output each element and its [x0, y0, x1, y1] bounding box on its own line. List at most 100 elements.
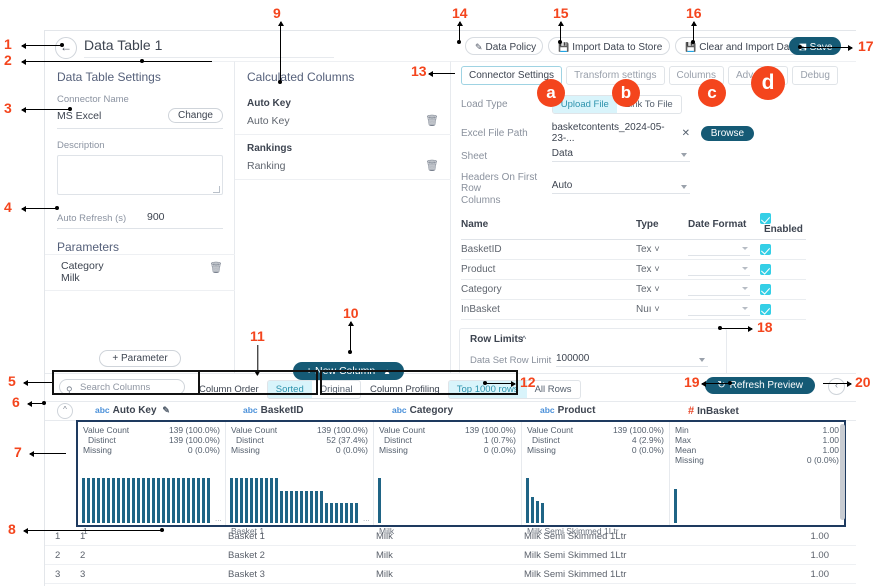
annotation-arrow-20	[823, 379, 852, 388]
back-button[interactable]: ←	[55, 37, 77, 59]
column-date-format[interactable]	[688, 279, 760, 301]
chevron-left-icon[interactable]: ‹	[828, 378, 845, 395]
annotation-dot	[728, 381, 732, 385]
table-row[interactable]: InBasket Nuı ˅	[461, 299, 806, 321]
annotation-16: 16	[686, 5, 702, 21]
stat-value: 0 (0.0%)	[335, 445, 368, 455]
enabled-checkbox[interactable]	[760, 264, 771, 276]
stat-value: 0 (0.0%)	[187, 445, 220, 455]
browse-button[interactable]: Browse	[700, 125, 755, 141]
calc-item-ranking[interactable]: Ranking 🗑	[235, 157, 451, 180]
calc-item-auto-key[interactable]: Auto Key 🗑	[235, 112, 451, 135]
column-enabled[interactable]	[760, 299, 806, 321]
column-type[interactable]: Tex ˅	[636, 239, 688, 261]
columns-label: Columns	[461, 195, 501, 206]
table-row[interactable]: 1 1 Basket 1 Milk Milk Semi Skimmed 1Ltr…	[45, 527, 856, 546]
pencil-icon[interactable]: ✎	[162, 405, 170, 415]
load-type-option-upload[interactable]: Upload File	[552, 96, 617, 113]
cell-product: Milk Semi Skimmed 1Ltr	[524, 569, 627, 580]
load-type-option-link[interactable]: Link To File	[624, 99, 673, 110]
column-enabled[interactable]	[760, 259, 806, 281]
column-order-option-original[interactable]: Original	[319, 384, 353, 395]
sheet-select[interactable]: Data	[551, 148, 690, 162]
column-type[interactable]: Tex ˅	[636, 259, 688, 281]
description-textarea[interactable]	[57, 155, 223, 195]
column-date-format[interactable]	[688, 259, 760, 281]
grid-col-header-inbasket[interactable]: # InBasket	[688, 405, 739, 417]
column-profiling-label: Column Profiling	[370, 384, 440, 395]
annotation-arrow-6	[27, 399, 44, 408]
search-placeholder: Search Columns	[80, 382, 151, 393]
axis-label: Milk	[379, 526, 395, 536]
grid-col-header-auto-key[interactable]: abc Auto Key ✎	[95, 405, 170, 416]
table-row[interactable]: 3 3 Basket 3 Milk Milk Semi Skimmed 1Ltr…	[45, 565, 856, 584]
tab-connector-settings[interactable]: Connector Settings	[461, 66, 563, 85]
clear-and-import-data-button[interactable]: 💾 Clear and Import Data to Store	[675, 37, 835, 55]
annotation-dot	[60, 43, 64, 47]
annotation-dot	[457, 40, 461, 44]
import-data-to-store-button[interactable]: 💾 Import Data to Store	[548, 37, 670, 55]
refresh-preview-button[interactable]: ↻ Refresh Preview	[705, 377, 815, 394]
column-enabled[interactable]	[760, 279, 806, 301]
cell-inbasket: 1.00	[810, 550, 830, 561]
data-rows: 1 1 Basket 1 Milk Milk Semi Skimmed 1Ltr…	[45, 527, 856, 586]
column-date-format[interactable]	[688, 239, 760, 261]
abc-type-icon: abc	[392, 405, 407, 415]
data-table-editor-window: ← Data Table 1 ✎ Data Policy 💾 Import Data…	[44, 30, 856, 586]
stat-label: Distinct	[236, 435, 264, 445]
data-set-row-limit-select[interactable]: 100000	[556, 353, 708, 367]
chevron-up-icon[interactable]: ^	[522, 334, 527, 344]
stat-label: Distinct	[384, 435, 412, 445]
row-number: 1	[55, 531, 61, 542]
column-profiling-option-all-rows[interactable]: All Rows	[534, 384, 572, 395]
table-row[interactable]: Category Tex ˅	[461, 279, 806, 301]
cell-inbasket: 1.00	[810, 569, 830, 580]
calc-item-label: Auto Key	[247, 115, 290, 127]
trash-icon[interactable]: 🗑	[425, 160, 439, 172]
grid-col-header-category[interactable]: abc Category	[392, 405, 454, 416]
save-button[interactable]: 🖪Save	[789, 37, 841, 55]
parameter-row[interactable]: Category Milk 🗑	[45, 254, 235, 291]
trash-icon[interactable]: 🗑	[425, 115, 439, 127]
annotation-bubble-a: a	[537, 79, 565, 107]
column-date-format[interactable]	[688, 299, 760, 321]
auto-refresh-label: Auto Refresh (s)	[57, 213, 127, 224]
table-row[interactable]: 2 2 Basket 2 Milk Milk Semi Skimmed 1Ltr…	[45, 546, 856, 565]
grid-col-header-product[interactable]: abc Product	[540, 405, 596, 416]
vertical-scrollbar[interactable]	[840, 424, 845, 520]
chevron-up-icon[interactable]: ^	[57, 403, 73, 419]
enabled-all-checkbox[interactable]	[760, 213, 771, 224]
enabled-checkbox[interactable]	[760, 284, 771, 296]
annotation-bubble-c: c	[698, 79, 726, 107]
enabled-checkbox[interactable]	[760, 244, 771, 256]
annotation-12: 12	[520, 374, 536, 390]
column-type[interactable]: Nuı ˅	[636, 299, 688, 321]
tab-debug[interactable]: Debug	[792, 66, 838, 85]
headers-on-first-row-select[interactable]: Auto	[551, 180, 690, 194]
add-parameter-button[interactable]: + Parameter	[99, 350, 181, 367]
auto-refresh-value[interactable]: 900	[147, 211, 165, 223]
close-x-icon[interactable]: ✕	[681, 127, 690, 139]
data-policy-button[interactable]: ✎ Data Policy	[465, 37, 543, 55]
column-profile-strip: Value Count 139 (100.0%) Distinct 139 (1…	[76, 420, 846, 536]
table-row[interactable]: BasketID Tex ˅	[461, 239, 806, 261]
column-enabled[interactable]	[760, 239, 806, 261]
annotation-dot	[798, 45, 802, 49]
connector-name-label: Connector Name	[57, 94, 129, 105]
grid-col-header-basketid[interactable]: abc BasketID	[243, 405, 304, 416]
cell-auto-key: 1	[80, 531, 86, 542]
annotation-arrow-7	[29, 449, 66, 458]
column-type[interactable]: Tex ˅	[636, 279, 688, 301]
column-name: Product	[461, 259, 636, 281]
enabled-checkbox[interactable]	[760, 304, 771, 316]
change-connector-button[interactable]: Change	[167, 108, 223, 123]
stat-value: 139 (100.0%)	[168, 425, 220, 435]
table-row[interactable]: Product Tex ˅	[461, 259, 806, 281]
stat-value: 1.00	[822, 435, 839, 445]
parameter-name: Category	[61, 260, 104, 272]
trash-icon[interactable]: 🗑	[209, 262, 223, 274]
axis-label: Basket 1	[231, 526, 265, 536]
annotation-arrow-13	[428, 69, 455, 78]
annotation-15: 15	[553, 5, 569, 21]
calc-item-label: Ranking	[247, 160, 286, 172]
